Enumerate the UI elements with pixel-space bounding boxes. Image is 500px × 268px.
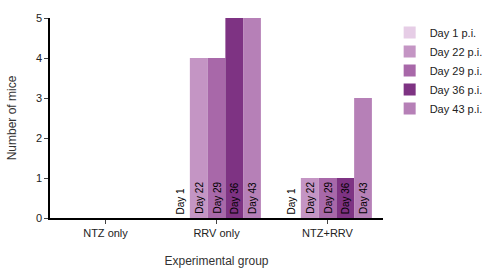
svg-text:Day 29: Day 29 xyxy=(323,181,334,213)
svg-text:Number of mice: Number of mice xyxy=(5,75,19,160)
svg-text:3: 3 xyxy=(36,92,42,104)
svg-text:RRV only: RRV only xyxy=(193,227,240,239)
svg-text:4: 4 xyxy=(36,52,42,64)
svg-text:Day 36: Day 36 xyxy=(229,182,240,214)
svg-text:Day 36: Day 36 xyxy=(340,182,351,214)
svg-text:1: 1 xyxy=(36,172,42,184)
svg-text:NTZ only: NTZ only xyxy=(83,227,128,239)
svg-text:Day 43 p.i.: Day 43 p.i. xyxy=(430,103,483,115)
svg-text:Day 1: Day 1 xyxy=(175,188,186,215)
svg-text:Day 43: Day 43 xyxy=(247,182,258,214)
svg-text:Day 36 p.i.: Day 36 p.i. xyxy=(430,84,483,96)
svg-text:Day 43: Day 43 xyxy=(358,182,369,214)
svg-text:Day 29: Day 29 xyxy=(212,181,223,213)
svg-text:Day 22: Day 22 xyxy=(194,182,205,214)
svg-text:2: 2 xyxy=(36,132,42,144)
svg-text:Experimental group: Experimental group xyxy=(164,254,268,268)
svg-text:Day 22 p.i.: Day 22 p.i. xyxy=(430,46,483,58)
svg-text:Day 29 p.i.: Day 29 p.i. xyxy=(430,65,483,77)
svg-text:Day 22: Day 22 xyxy=(305,182,316,214)
svg-text:Day 1: Day 1 xyxy=(286,188,297,215)
svg-text:NTZ+RRV: NTZ+RRV xyxy=(302,227,353,239)
svg-text:0: 0 xyxy=(36,212,42,224)
svg-text:Day 1 p.i.: Day 1 p.i. xyxy=(430,27,476,39)
svg-text:5: 5 xyxy=(36,12,42,24)
